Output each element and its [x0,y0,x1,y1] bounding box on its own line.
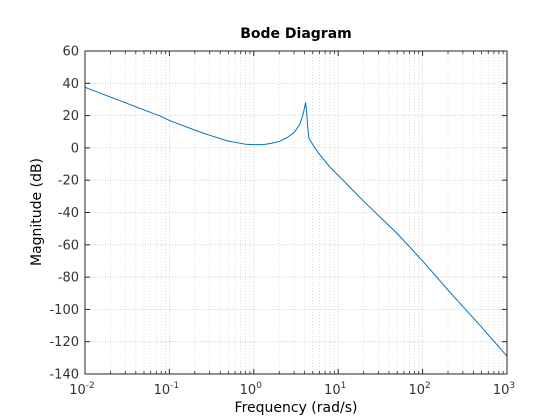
x-axis-label: Frequency (rad/s) [235,400,358,416]
y-tick-label: 40 [62,77,79,92]
y-tick-label: -80 [58,271,79,286]
y-tick-label: -120 [49,335,79,350]
y-tick-label: 0 [71,141,79,156]
major-grid [85,51,507,374]
magnitude-line [84,86,508,357]
y-tick-label: -140 [49,368,79,383]
x-tick-label: 102 [408,381,430,398]
y-tick-label: -100 [49,303,79,318]
y-tick-label: 60 [62,45,79,60]
x-axis-ticks: 10-2 10-1 100 101 102 103 [69,51,515,398]
x-tick-label: 10-1 [154,381,180,398]
y-tick-label: -40 [58,206,79,221]
y-axis-label: Magnitude (dB) [29,158,45,266]
series-layer [84,86,508,357]
x-tick-label: 10-2 [69,381,95,398]
x-tick-label: 101 [324,381,346,398]
x-tick-label: 103 [493,381,515,398]
y-axis-ticks: 60 40 20 0 -20 -40 -60 -80 -100 -120 -140 [49,45,507,383]
y-tick-label: 20 [62,109,79,124]
chart-title: Bode Diagram [240,26,352,42]
y-tick-label: -60 [58,238,79,253]
x-tick-label: 100 [240,381,263,398]
y-tick-label: -20 [58,174,79,189]
